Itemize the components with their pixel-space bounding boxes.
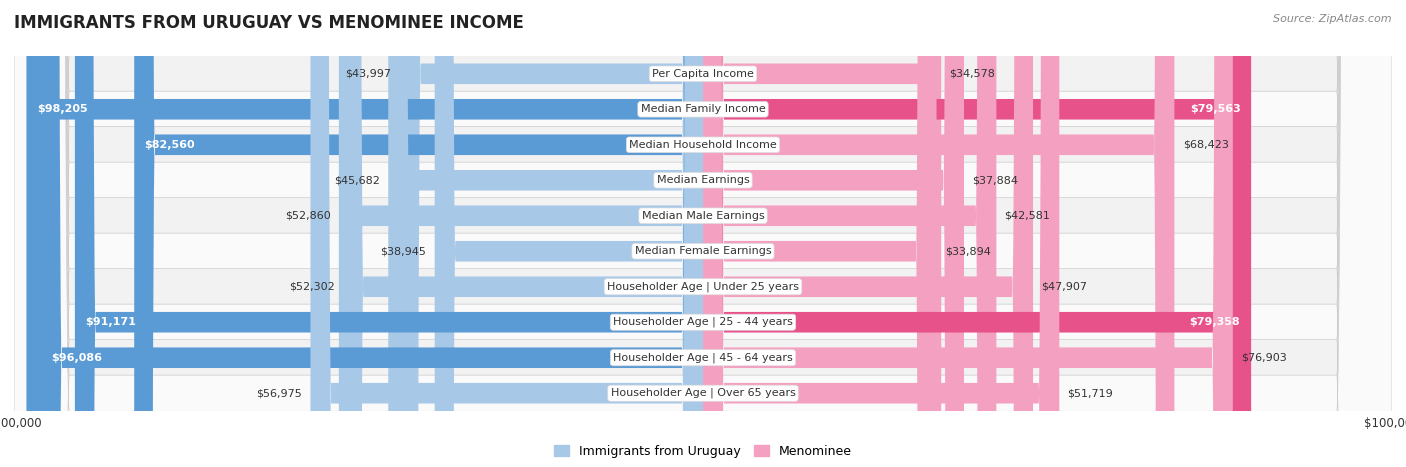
Text: $68,423: $68,423 bbox=[1182, 140, 1229, 150]
FancyBboxPatch shape bbox=[434, 0, 703, 467]
FancyBboxPatch shape bbox=[14, 0, 1392, 467]
Text: $52,302: $52,302 bbox=[288, 282, 335, 292]
FancyBboxPatch shape bbox=[14, 0, 1392, 467]
Text: Median Female Earnings: Median Female Earnings bbox=[634, 246, 772, 256]
Text: Median Household Income: Median Household Income bbox=[628, 140, 778, 150]
Text: $79,358: $79,358 bbox=[1188, 317, 1240, 327]
Text: $56,975: $56,975 bbox=[256, 388, 302, 398]
FancyBboxPatch shape bbox=[14, 0, 1392, 467]
FancyBboxPatch shape bbox=[703, 0, 1251, 467]
FancyBboxPatch shape bbox=[703, 0, 1174, 467]
FancyBboxPatch shape bbox=[27, 0, 703, 467]
FancyBboxPatch shape bbox=[703, 0, 965, 467]
FancyBboxPatch shape bbox=[14, 0, 1392, 467]
Text: $98,205: $98,205 bbox=[37, 104, 87, 114]
Text: $51,719: $51,719 bbox=[1067, 388, 1114, 398]
Text: $38,945: $38,945 bbox=[381, 246, 426, 256]
Text: $82,560: $82,560 bbox=[145, 140, 195, 150]
FancyBboxPatch shape bbox=[703, 0, 1033, 467]
Text: $33,894: $33,894 bbox=[945, 246, 991, 256]
Text: Householder Age | Under 25 years: Householder Age | Under 25 years bbox=[607, 282, 799, 292]
Text: Source: ZipAtlas.com: Source: ZipAtlas.com bbox=[1274, 14, 1392, 24]
FancyBboxPatch shape bbox=[75, 0, 703, 467]
FancyBboxPatch shape bbox=[14, 0, 1392, 467]
Text: $37,884: $37,884 bbox=[973, 175, 1018, 185]
Legend: Immigrants from Uruguay, Menominee: Immigrants from Uruguay, Menominee bbox=[554, 445, 852, 458]
FancyBboxPatch shape bbox=[399, 0, 703, 467]
FancyBboxPatch shape bbox=[311, 0, 703, 467]
Text: Median Earnings: Median Earnings bbox=[657, 175, 749, 185]
FancyBboxPatch shape bbox=[339, 0, 703, 467]
Text: Median Male Earnings: Median Male Earnings bbox=[641, 211, 765, 221]
Text: $34,578: $34,578 bbox=[949, 69, 995, 79]
FancyBboxPatch shape bbox=[703, 0, 936, 467]
FancyBboxPatch shape bbox=[41, 0, 703, 467]
FancyBboxPatch shape bbox=[703, 0, 1233, 467]
FancyBboxPatch shape bbox=[703, 0, 1059, 467]
Text: $79,563: $79,563 bbox=[1189, 104, 1241, 114]
Text: $52,860: $52,860 bbox=[285, 211, 330, 221]
FancyBboxPatch shape bbox=[14, 0, 1392, 467]
Text: $91,171: $91,171 bbox=[86, 317, 136, 327]
Text: $43,997: $43,997 bbox=[346, 69, 392, 79]
Text: $76,903: $76,903 bbox=[1241, 353, 1286, 363]
FancyBboxPatch shape bbox=[703, 0, 997, 467]
Text: $45,682: $45,682 bbox=[335, 175, 380, 185]
Text: Householder Age | 45 - 64 years: Householder Age | 45 - 64 years bbox=[613, 353, 793, 363]
FancyBboxPatch shape bbox=[703, 0, 1250, 467]
FancyBboxPatch shape bbox=[343, 0, 703, 467]
FancyBboxPatch shape bbox=[703, 0, 941, 467]
Text: $42,581: $42,581 bbox=[1005, 211, 1050, 221]
Text: Per Capita Income: Per Capita Income bbox=[652, 69, 754, 79]
FancyBboxPatch shape bbox=[388, 0, 703, 467]
FancyBboxPatch shape bbox=[14, 0, 1392, 467]
FancyBboxPatch shape bbox=[14, 0, 1392, 467]
Text: $96,086: $96,086 bbox=[52, 353, 103, 363]
Text: Householder Age | 25 - 44 years: Householder Age | 25 - 44 years bbox=[613, 317, 793, 327]
Text: $47,907: $47,907 bbox=[1042, 282, 1087, 292]
FancyBboxPatch shape bbox=[134, 0, 703, 467]
Text: Median Family Income: Median Family Income bbox=[641, 104, 765, 114]
Text: Householder Age | Over 65 years: Householder Age | Over 65 years bbox=[610, 388, 796, 398]
Text: IMMIGRANTS FROM URUGUAY VS MENOMINEE INCOME: IMMIGRANTS FROM URUGUAY VS MENOMINEE INC… bbox=[14, 14, 524, 32]
FancyBboxPatch shape bbox=[14, 0, 1392, 467]
FancyBboxPatch shape bbox=[14, 0, 1392, 467]
